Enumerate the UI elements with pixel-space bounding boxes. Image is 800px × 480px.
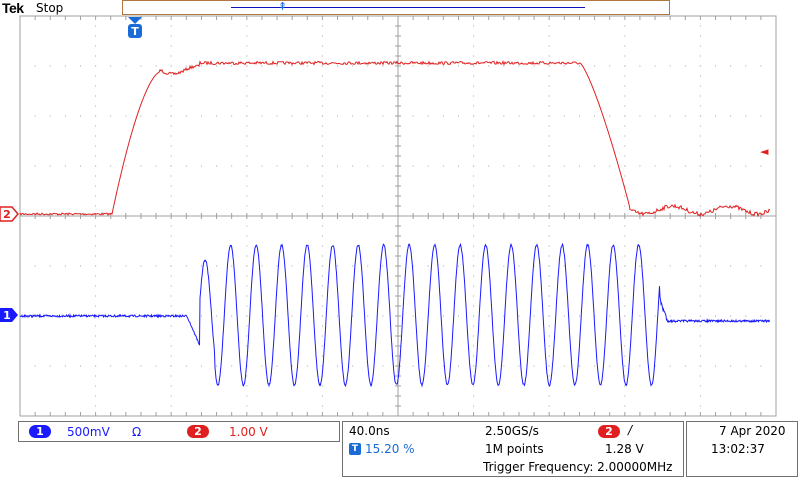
trigger-position-pct: 15.20 %	[365, 442, 415, 456]
record-view-bar[interactable]: ⇞	[122, 0, 670, 15]
ch2-badge[interactable]: 2	[187, 425, 209, 438]
datetime-box: 7 Apr 2020 13:02:37	[686, 421, 798, 477]
ch1-ground-marker[interactable]: 1	[0, 308, 18, 322]
ch2-scale: 1.00 V	[229, 425, 268, 439]
sample-rate: 2.50GS/s	[485, 424, 539, 438]
brand-logo: Tek	[2, 0, 24, 16]
ch1-waveform	[19, 242, 771, 388]
channel-readout-box[interactable]: 1 500mV Ω 2 1.00 V	[18, 421, 340, 442]
ch1-impedance-icon: Ω	[132, 425, 142, 439]
trigger-level: 1.28 V	[605, 442, 644, 456]
trigger-position-badge-icon: T	[349, 443, 361, 455]
ch1-ground-label: 1	[3, 309, 11, 322]
run-state-label: Stop	[36, 1, 64, 15]
time-label: 13:02:37	[711, 442, 765, 456]
trigger-source-badge[interactable]: 2	[598, 425, 620, 438]
ch2-ground-marker[interactable]: 2	[0, 206, 19, 222]
trigger-level-arrow-icon[interactable]: ◄	[760, 145, 769, 158]
date-label: 7 Apr 2020	[719, 424, 786, 438]
timebase-readout-box[interactable]: 40.0ns 2.50GS/s 2 / T 15.20 % 1M points …	[342, 421, 684, 477]
ch1-scale: 500mV	[67, 425, 110, 439]
graticule	[19, 15, 777, 417]
ch1-badge[interactable]: 1	[29, 425, 51, 438]
ch2-waveform	[19, 60, 771, 218]
trigger-position-icon[interactable]: T	[128, 17, 142, 38]
record-length: 1M points	[485, 442, 544, 456]
trigger-slope-icon: /	[628, 423, 633, 437]
time-per-div: 40.0ns	[349, 424, 390, 438]
ch2-ground-label: 2	[3, 208, 11, 221]
trigger-position-label: T	[131, 25, 139, 38]
trigger-position-marker-icon: ⇞	[278, 0, 288, 13]
trigger-frequency: Trigger Frequency: 2.00000MHz	[483, 460, 673, 474]
record-track	[231, 7, 585, 8]
